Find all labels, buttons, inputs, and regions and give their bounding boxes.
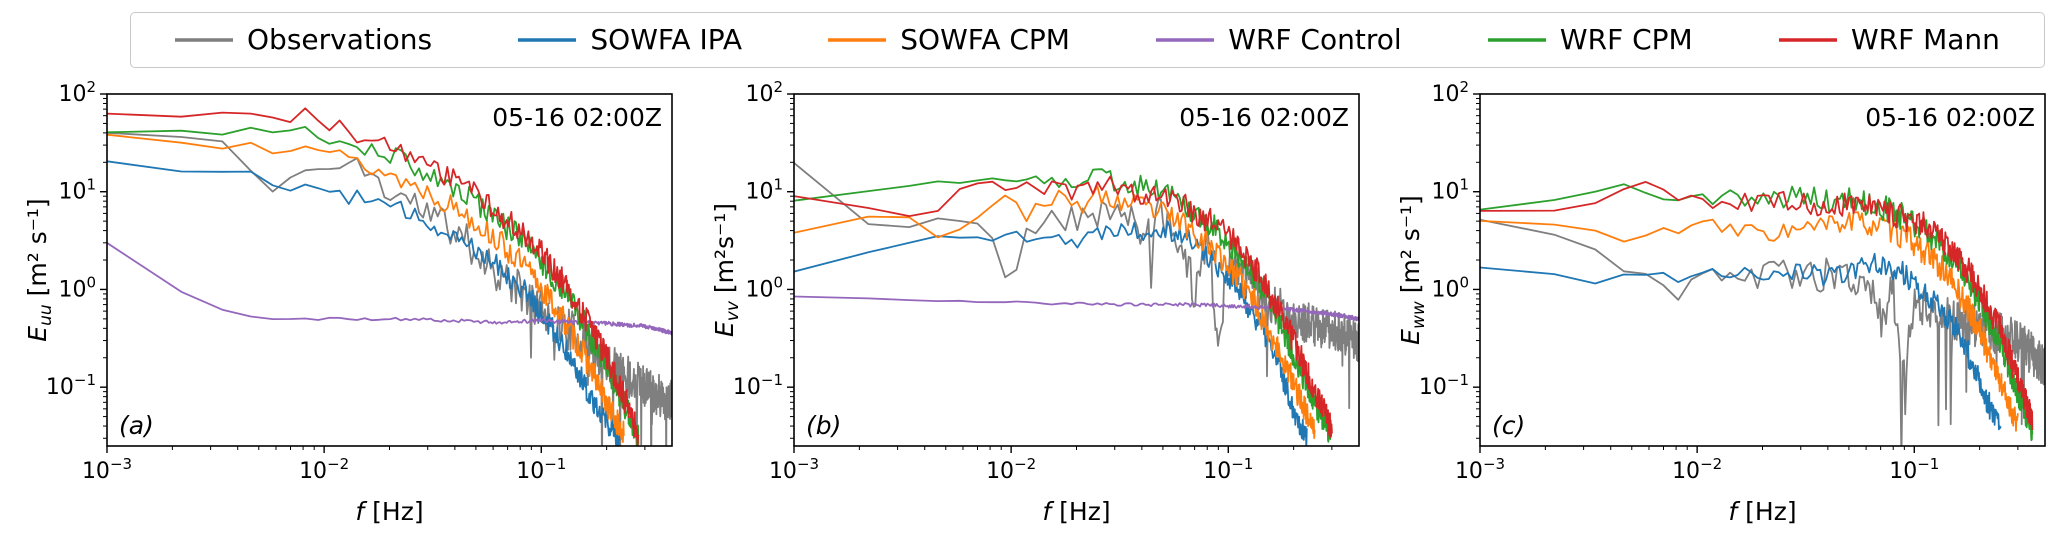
legend-label: WRF CPM (1559, 23, 1693, 56)
spectrum-panel-c: 10−3 10−2 10−1 10−1 100 101 102 05-16 02:00Z (c)… (1396, 78, 2046, 526)
y-tick-label: 101 (58, 176, 96, 205)
series-lines (1480, 181, 2045, 446)
y-tick-label: 100 (1431, 273, 1469, 302)
legend-item-sowfa-cpm: SOWFA CPM (828, 26, 1070, 54)
panel-letter: (b) (806, 411, 841, 440)
y-axis-label: Evv [m²s⁻¹] (710, 203, 743, 337)
y-tick-label: 101 (745, 176, 783, 205)
series-line-observations (793, 162, 1359, 410)
legend-item-wrf-control: WRF Control (1156, 23, 1402, 56)
legend-label: SOWFA CPM (900, 23, 1070, 56)
x-axis-tick-labels: 10−3 10−2 10−1 (768, 455, 1252, 484)
legend-item-wrf-cpm: WRF CPM (1487, 23, 1693, 56)
series-line-sowfa-ipa (107, 160, 621, 446)
series-line-sowfa-ipa (793, 220, 1308, 446)
series-line-observations (107, 131, 672, 446)
series-line-wrf-mann (107, 107, 640, 446)
panels-row: 10−3 10−2 10−1 10−1 100 101 102 05-16 02:00Z (a)… (0, 72, 2067, 536)
spectrum-panel-a: 10−3 10−2 10−1 10−1 100 101 102 05-16 02:00Z (a)… (23, 78, 673, 526)
y-tick-label: 102 (745, 78, 783, 107)
legend-item-wrf-mann: WRF Mann (1778, 23, 2000, 56)
timestamp-annotation: 05-16 02:00Z (1865, 103, 2035, 132)
x-tick-label: 10−2 (1672, 455, 1722, 484)
legend-line-swatch-sowfa-cpm (828, 38, 887, 42)
legend-line-swatch-sowfa-ipa (518, 38, 577, 42)
y-axis-tick-labels: 10−1 100 101 102 (46, 78, 96, 400)
series-line-wrf-control (107, 242, 672, 336)
timestamp-annotation: 05-16 02:00Z (1179, 103, 1349, 132)
legend-label: Observations (247, 23, 433, 56)
legend-line-swatch-wrf-cpm (1487, 38, 1546, 42)
x-tick-label: 10−2 (299, 455, 349, 484)
axes-box (106, 93, 673, 447)
series-line-wrf-control (793, 295, 1359, 322)
x-axis-label: f [Hz] (1042, 497, 1110, 526)
series-line-sowfa-ipa (1480, 252, 2002, 431)
legend-line-swatch-wrf-mann (1778, 38, 1837, 42)
legend-label: WRF Mann (1850, 23, 2000, 56)
y-tick-label: 101 (1431, 176, 1469, 205)
series-lines (107, 107, 672, 446)
x-tick-label: 10−1 (1889, 455, 1939, 484)
legend-item-sowfa-ipa: SOWFA IPA (518, 26, 742, 54)
x-tick-label: 10−3 (1455, 455, 1505, 484)
legend-item-observations: Observations (175, 26, 432, 54)
legend-label: SOWFA IPA (590, 23, 742, 56)
panel-letter: (c) (1492, 411, 1525, 440)
axes-box (792, 93, 1360, 447)
series-line-sowfa-cpm (107, 133, 625, 443)
legend-line-swatch-wrf-control (1156, 38, 1215, 42)
x-tick-label: 10−3 (82, 455, 132, 484)
y-axis-tick-labels: 10−1 100 101 102 (1419, 78, 1469, 400)
x-axis-label: f [Hz] (355, 497, 423, 526)
x-axis-label: f [Hz] (1728, 497, 1796, 526)
x-tick-label: 10−2 (986, 455, 1036, 484)
spectrum-panel-b: 10−3 10−2 10−1 10−1 100 101 102 05-16 02:00Z (b)… (710, 78, 1360, 526)
y-tick-label: 102 (58, 78, 96, 107)
y-tick-label: 10−1 (732, 371, 782, 400)
panel-letter: (a) (119, 411, 154, 440)
x-axis-tick-labels: 10−3 10−2 10−1 (1455, 455, 1939, 484)
y-axis-label: Euu [m² s⁻¹] (23, 198, 56, 341)
y-tick-label: 100 (745, 273, 783, 302)
legend: Observations SOWFA IPA SOWFA CPM WRF Contro… (130, 12, 2045, 68)
legend-label: WRF Control (1228, 23, 1402, 56)
axes-box (1479, 93, 2046, 447)
series-line-sowfa-cpm (1480, 210, 2019, 432)
legend-line-swatch-observations (175, 38, 233, 42)
timestamp-annotation: 05-16 02:00Z (492, 103, 662, 132)
series-line-wrf-mann (793, 175, 1333, 439)
x-tick-label: 10−1 (516, 455, 566, 484)
y-tick-label: 100 (58, 273, 96, 302)
y-tick-label: 10−1 (1419, 371, 1469, 400)
x-tick-label: 10−3 (768, 455, 818, 484)
series-line-wrf-mann (1480, 181, 2034, 431)
x-axis-tick-labels: 10−3 10−2 10−1 (82, 455, 566, 484)
axis-ticks (100, 93, 646, 453)
y-axis-label: Eww [m² s⁻¹] (1396, 195, 1429, 345)
x-tick-label: 10−1 (1203, 455, 1253, 484)
y-tick-label: 102 (1431, 78, 1469, 107)
y-axis-tick-labels: 10−1 100 101 102 (732, 78, 782, 400)
series-line-sowfa-cpm (793, 185, 1316, 439)
y-tick-label: 10−1 (46, 371, 96, 400)
series-lines (793, 162, 1359, 446)
